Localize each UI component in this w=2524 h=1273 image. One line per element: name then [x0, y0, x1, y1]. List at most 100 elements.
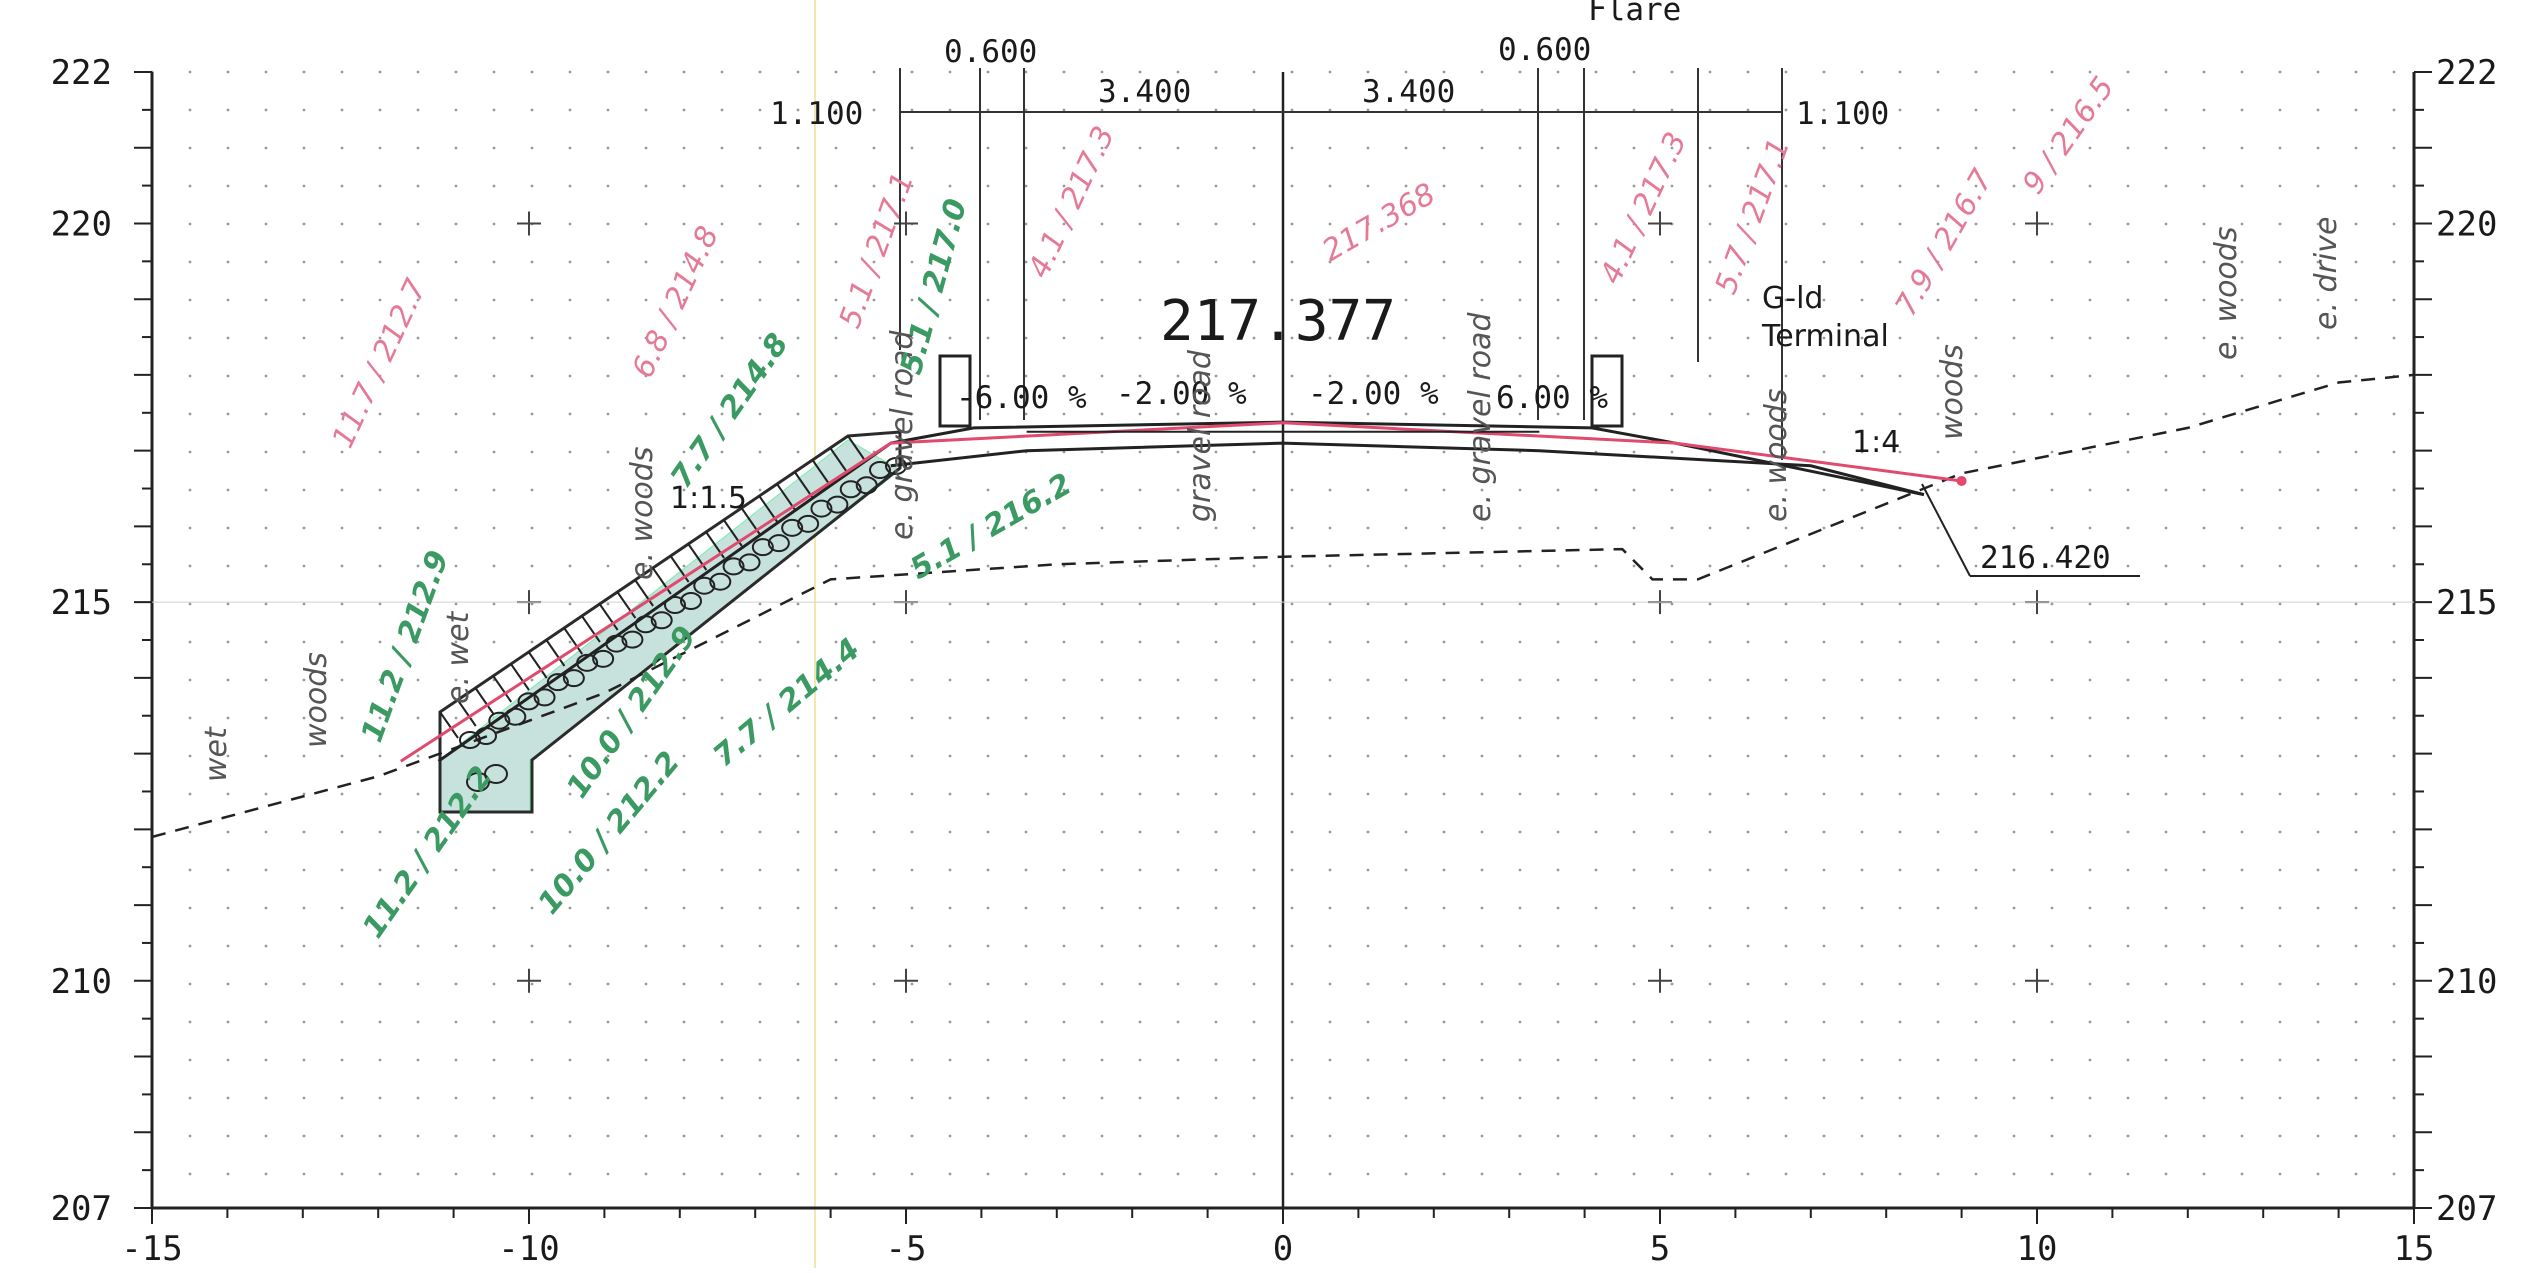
- grid-dot: [758, 108, 762, 112]
- grid-dot: [378, 412, 382, 416]
- grid-dot: [1024, 260, 1028, 264]
- grid-dot: [1366, 450, 1370, 454]
- grid-dot: [340, 830, 344, 834]
- grid-dot: [1290, 336, 1294, 340]
- grid-dot: [2240, 488, 2244, 492]
- grid-dot: [834, 792, 838, 796]
- grid-dot: [1214, 1020, 1218, 1024]
- grid-dot: [264, 982, 268, 986]
- grid-dot: [910, 488, 914, 492]
- hatch-line: [829, 447, 850, 475]
- grid-dot: [2050, 146, 2054, 150]
- grid-dot: [1176, 260, 1180, 264]
- grid-dot: [1518, 602, 1522, 606]
- grid-dot: [188, 374, 192, 378]
- grid-dot: [1670, 526, 1674, 530]
- grid-dot: [2392, 336, 2396, 340]
- grid-dot: [454, 488, 458, 492]
- grid-dot: [872, 830, 876, 834]
- grid-dot: [1138, 792, 1142, 796]
- grid-dot: [264, 488, 268, 492]
- grid-dot: [1632, 564, 1636, 568]
- grid-dot: [872, 222, 876, 226]
- grid-dot: [644, 336, 648, 340]
- grid-dot: [1518, 184, 1522, 188]
- grid-dot: [530, 830, 534, 834]
- grid-dot: [454, 146, 458, 150]
- grid-dot: [416, 830, 420, 834]
- grid-dot: [2088, 1020, 2092, 1024]
- grid-dot: [1746, 602, 1750, 606]
- grid-dot: [2316, 412, 2320, 416]
- grid-dot: [2240, 146, 2244, 150]
- grid-dot: [1328, 222, 1332, 226]
- grid-dot: [1328, 526, 1332, 530]
- grid-dot: [1936, 336, 1940, 340]
- grid-dot: [1746, 108, 1750, 112]
- grid-dot: [1936, 412, 1940, 416]
- grid-dot: [1708, 1020, 1712, 1024]
- grid-dot: [188, 944, 192, 948]
- grid-dot: [1366, 1058, 1370, 1062]
- grid-dot: [1784, 374, 1788, 378]
- grid-dot: [720, 336, 724, 340]
- grid-dot: [568, 792, 572, 796]
- grid-dot: [720, 488, 724, 492]
- grid-dot: [2126, 298, 2130, 302]
- grid-dot: [948, 982, 952, 986]
- grid-dot: [1632, 1134, 1636, 1138]
- y-tick-label-right: 222: [2436, 53, 2497, 93]
- grid-dot: [1936, 1096, 1940, 1100]
- dim-left-outer: 1.100: [770, 96, 863, 132]
- grid-dot: [2202, 260, 2206, 264]
- grid-dot: [340, 1134, 344, 1138]
- grid-dot: [1632, 678, 1636, 682]
- grid-dot: [1480, 716, 1484, 720]
- grid-dot: [2316, 944, 2320, 948]
- grid-dot: [948, 906, 952, 910]
- stone: [517, 692, 540, 711]
- grid-dot: [1252, 526, 1256, 530]
- grid-dot: [416, 1020, 420, 1024]
- grid-dot: [1632, 260, 1636, 264]
- grid-dot: [1442, 1058, 1446, 1062]
- grid-dot: [644, 1058, 648, 1062]
- grid-dot: [720, 1020, 724, 1024]
- grid-dot: [1138, 70, 1142, 74]
- grid-dot: [378, 868, 382, 872]
- grid-dot: [454, 184, 458, 188]
- grid-dot: [1974, 488, 1978, 492]
- grid-dot: [1100, 336, 1104, 340]
- grid-dot: [188, 108, 192, 112]
- grid-dot: [568, 906, 572, 910]
- grid-dot: [606, 868, 610, 872]
- grid-dot: [2392, 1096, 2396, 1100]
- grid-dot: [226, 678, 230, 682]
- grid-dot: [2354, 602, 2358, 606]
- grid-dot: [1062, 526, 1066, 530]
- grid-dot: [1328, 1058, 1332, 1062]
- grid-dot: [1100, 564, 1104, 568]
- hatch-line: [563, 627, 583, 655]
- grid-dot: [2164, 564, 2168, 568]
- grid-dot: [1746, 488, 1750, 492]
- grid-dot: [1290, 792, 1294, 796]
- grid-dot: [758, 868, 762, 872]
- grid-dot: [2012, 222, 2016, 226]
- grid-dot: [1404, 564, 1408, 568]
- grid-dot: [188, 222, 192, 226]
- grid-dot: [1404, 146, 1408, 150]
- grid-dot: [682, 906, 686, 910]
- grid-dot: [1594, 184, 1598, 188]
- grid-dot: [1100, 678, 1104, 682]
- grid-dot: [1062, 412, 1066, 416]
- grid-dot: [1442, 1096, 1446, 1100]
- grid-dot: [1366, 412, 1370, 416]
- grid-dot: [2202, 1172, 2206, 1176]
- grid-dot: [1442, 754, 1446, 758]
- grid-dot: [1062, 1058, 1066, 1062]
- grid-dot: [2012, 526, 2016, 530]
- grid-dot: [1784, 716, 1788, 720]
- grid-dot: [1024, 792, 1028, 796]
- grid-dot: [2202, 146, 2206, 150]
